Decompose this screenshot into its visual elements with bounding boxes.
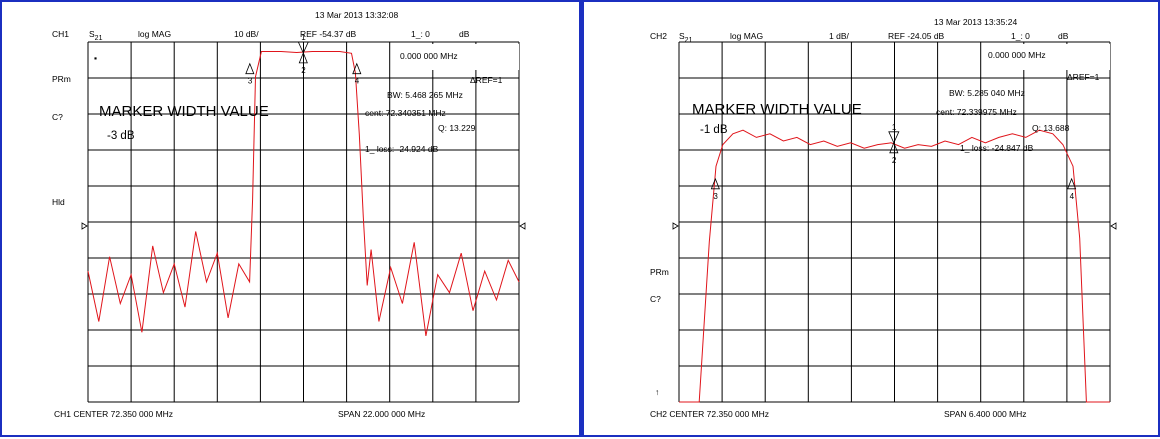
format-label: log MAG [138,29,172,39]
side-label-c: C? [650,294,661,304]
marker-label: 4 [355,77,360,86]
marker-label: 1 [892,123,897,132]
format-label: log MAG [730,31,764,41]
center-frequency: CH2 CENTER 72.350 000 MHz [650,409,770,419]
loss-readout: 1_ loss: -24.847 dB [960,143,1034,153]
scale-label: 1 dB/ [829,31,849,41]
marker-label: 4 [1070,192,1075,201]
center-frequency: CH1 CENTER 72.350 000 MHz [54,409,174,419]
marker-1-icon [298,51,308,64]
marker-width-title: MARKER WIDTH VALUE [692,101,862,118]
display-mode-icon: ▪ [94,53,98,63]
marker-label: 2 [301,66,306,75]
ref-position-right-icon [1110,222,1117,230]
marker-3-icon [710,177,720,190]
marker-label: 3 [248,77,253,86]
channel-label: CH1 [52,29,70,39]
marker-label: 2 [892,156,897,165]
trace-line [679,129,1110,403]
center-readout: cent: 72.340351 MHz [365,108,446,118]
channel1-panel: 13 Mar 2013 13:32:08 CH1 S21 log MAG 10 … [0,0,581,437]
side-label-prm: PRm [650,267,669,277]
sparam-label: S21 [679,31,693,44]
bandwidth-readout: BW: 5.285 040 MHz [949,88,1025,98]
readout-box [422,44,519,70]
q-readout: Q: 13.229 [438,123,476,133]
timestamp: 13 Mar 2013 13:32:08 [315,10,399,20]
sparam-label: S21 [89,29,103,42]
marker-2-icon [888,131,900,144]
span-frequency: SPAN 6.400 000 MHz [944,409,1027,419]
span-frequency: SPAN 22.000 000 MHz [338,409,426,419]
bandwidth-readout: BW: 5.468 265 MHz [387,90,463,100]
trace-plot: 1 2 3 4 [672,41,1117,403]
q-readout: Q: 13.688 [1032,123,1070,133]
side-label-c: C? [52,112,63,122]
marker-4-icon [352,62,362,75]
marker-4-icon [1067,177,1077,190]
side-label-prm: PRm [52,74,71,84]
trace-plot: 1 2 3 4 [81,33,526,403]
marker-unit: dB [459,29,470,39]
ref-marker-label: ΔREF=1 [470,75,503,85]
ref-position-right-icon [519,222,526,230]
timestamp: 13 Mar 2013 13:35:24 [934,17,1018,27]
marker-label: 3 [713,192,718,201]
marker-unit: dB [1058,31,1069,41]
marker-label: 1 [301,33,306,42]
marker-2-icon [297,41,309,54]
readout-box [1013,44,1110,70]
center-readout: cent: 72.339975 MHz [936,107,1017,117]
width-level: -3 dB [107,130,135,142]
ref-label: REF -54.37 dB [300,29,357,39]
marker-3-icon [245,62,255,75]
ref-position-left-icon [81,222,88,230]
marker-readout: 1_: 0 [1011,31,1030,41]
marker-1-icon [889,141,899,154]
scale-label: 10 dB/ [234,29,259,39]
trace-line [87,51,520,336]
ref-marker-label: ΔREF=1 [1067,72,1100,82]
ref-position-left-icon [672,222,679,230]
width-level: -1 dB [700,124,728,136]
marker-frequency: 0.000 000 MHz [988,50,1046,60]
channel2-panel: 13 Mar 2013 13:35:24 CH2 S21 log MAG 1 d… [581,0,1160,437]
side-label-hld: Hld [52,197,65,207]
marker-frequency: 0.000 000 MHz [400,51,458,61]
side-label-arrow: ↑ [655,387,660,397]
loss-readout: 1_ loss: -24.924 dB [365,144,439,154]
marker-width-title: MARKER WIDTH VALUE [99,103,269,120]
ref-label: REF -24.05 dB [888,31,945,41]
channel-label: CH2 [650,31,668,41]
marker-readout: 1_: 0 [411,29,430,39]
